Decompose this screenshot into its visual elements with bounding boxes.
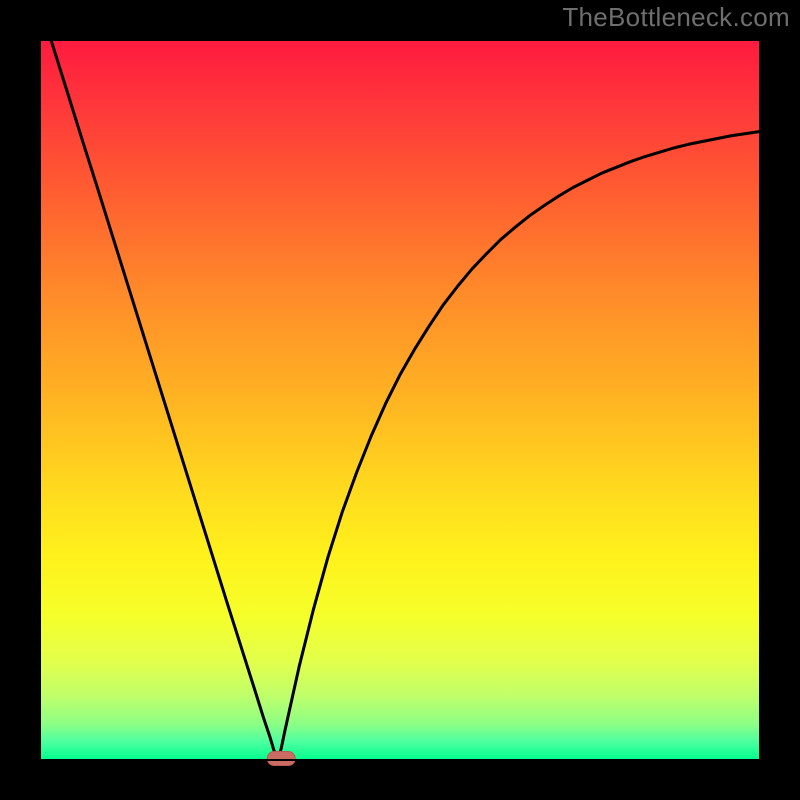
- plot-background: [40, 40, 760, 760]
- chart-container: TheBottleneck.com: [0, 0, 800, 800]
- watermark-text: TheBottleneck.com: [562, 2, 790, 33]
- chart-svg: [0, 0, 800, 800]
- optimal-point-marker: [267, 752, 295, 766]
